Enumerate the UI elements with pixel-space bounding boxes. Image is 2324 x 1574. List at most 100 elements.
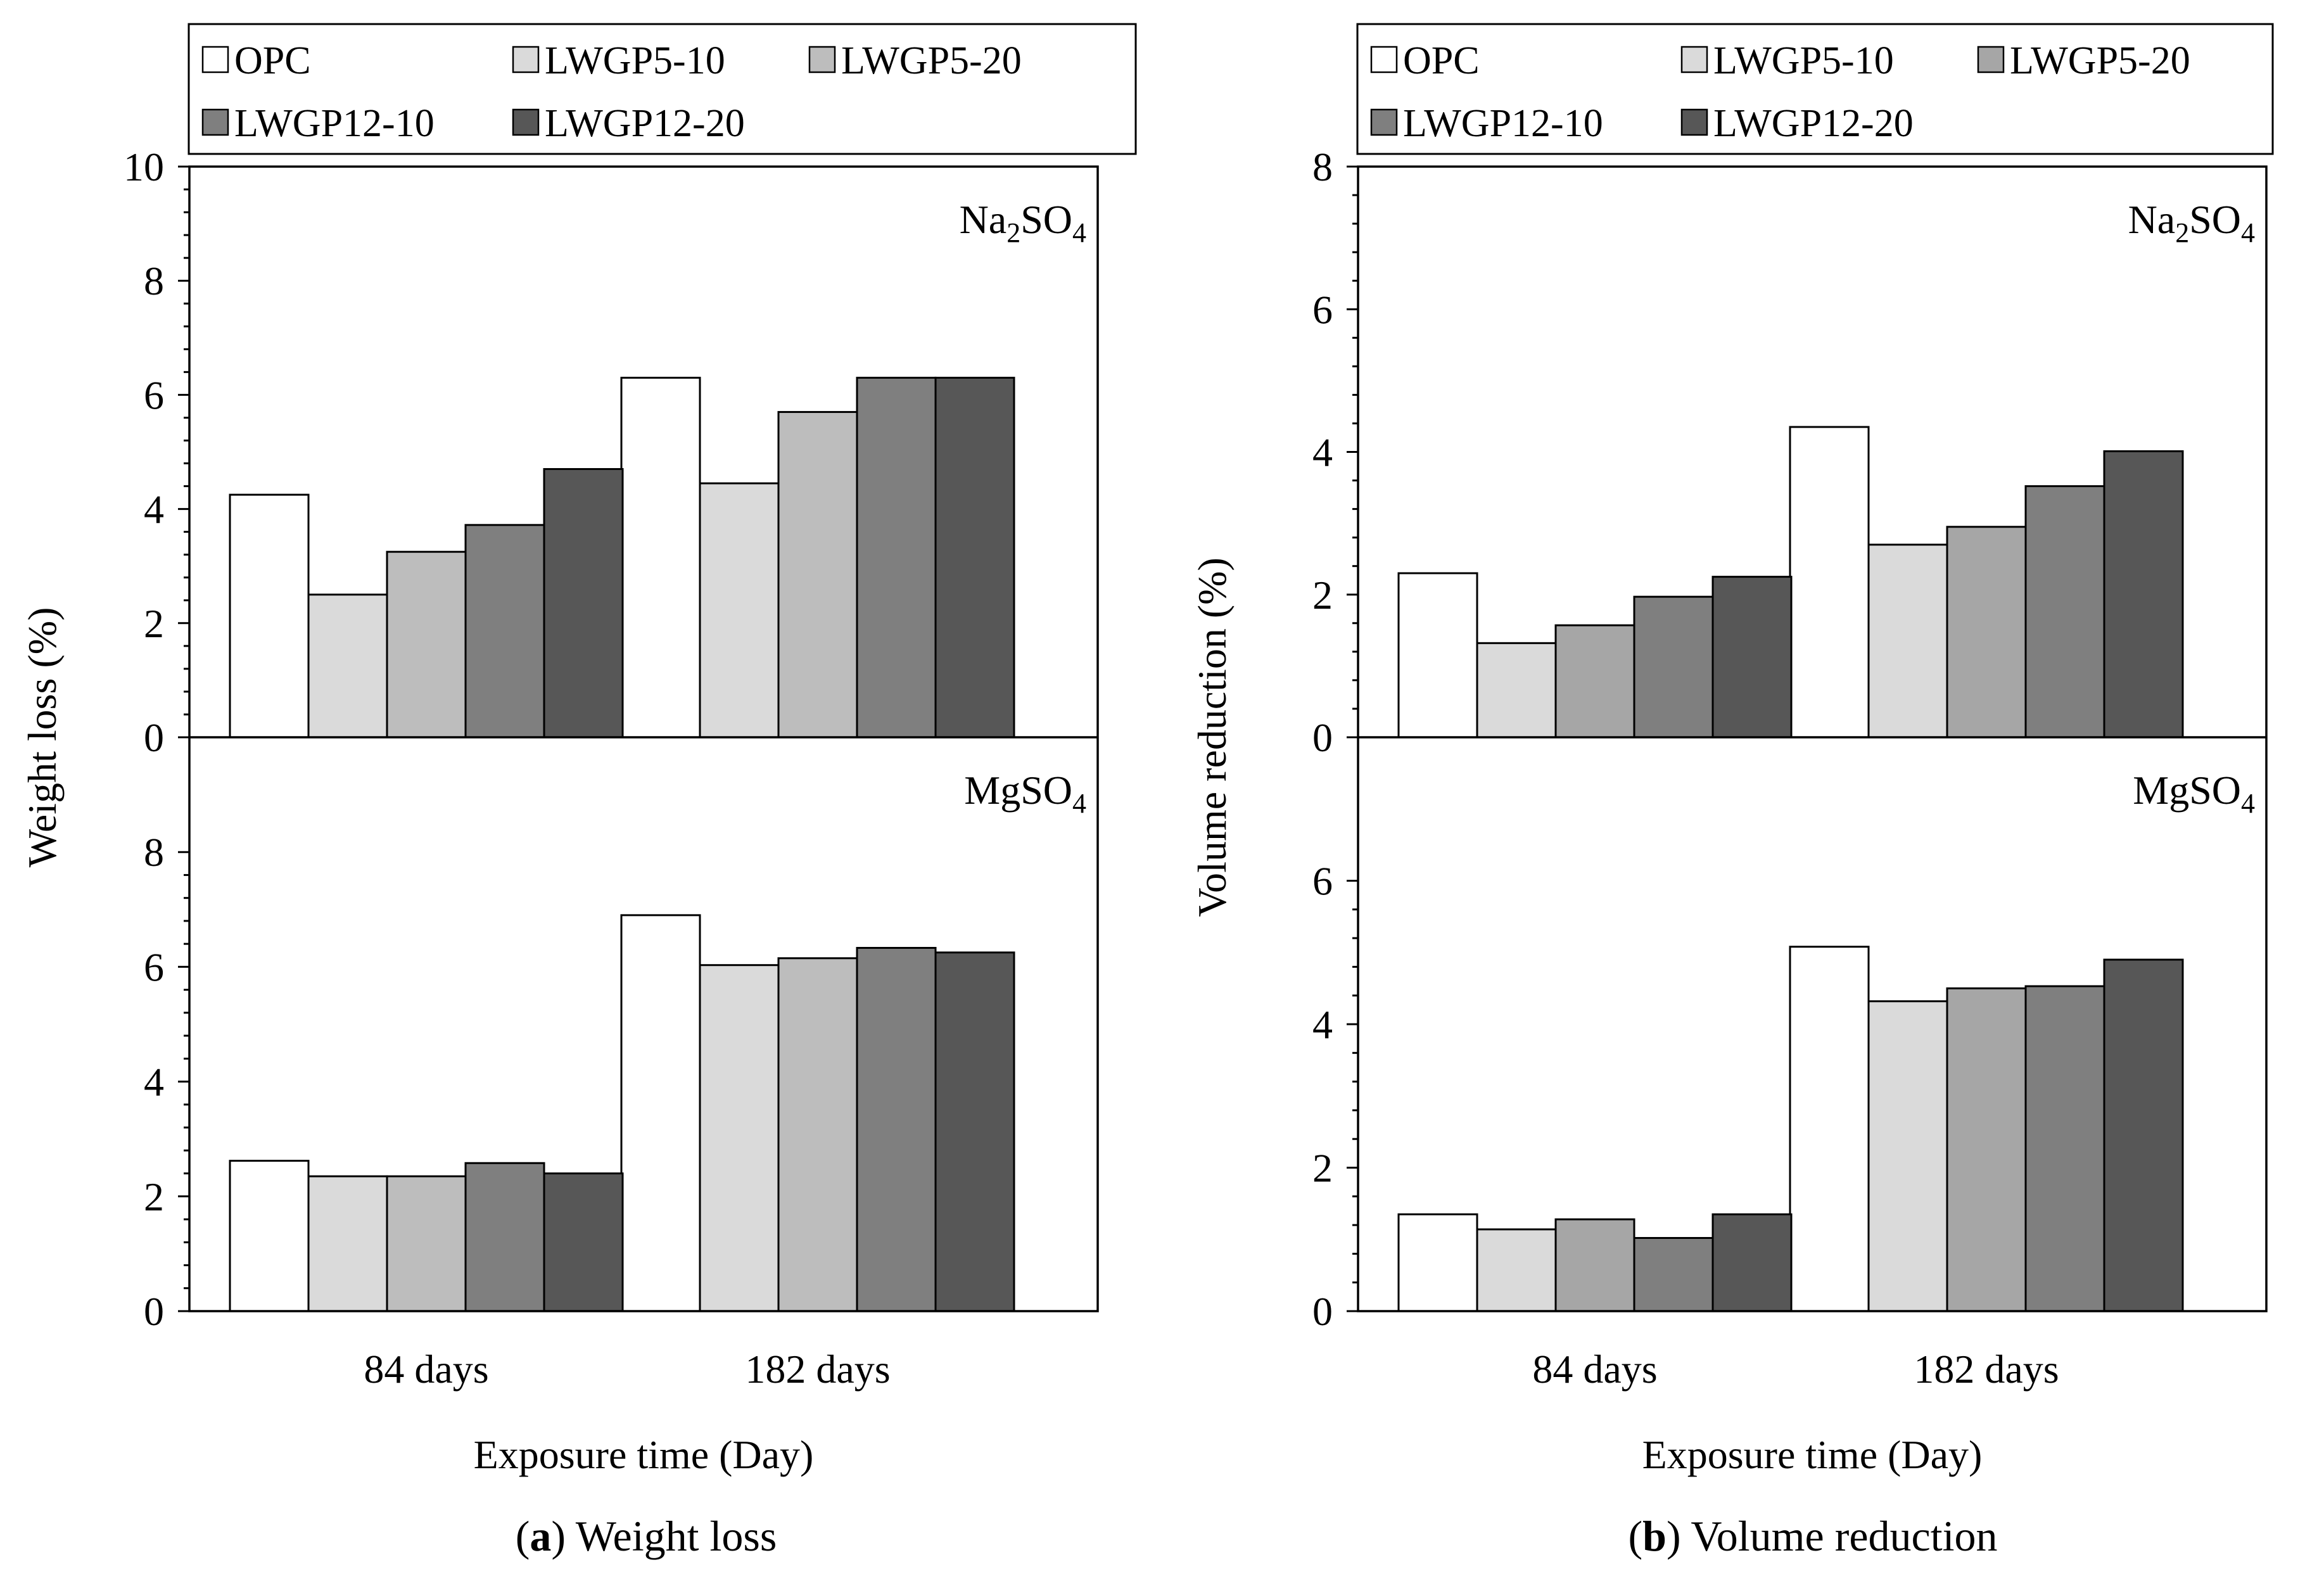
- legend-label: LWGP5-20: [841, 39, 1022, 82]
- panel-label-main: SO: [1020, 197, 1072, 242]
- bar: [934, 376, 1015, 739]
- legend-item: LWGP12-10: [201, 102, 435, 145]
- panel-label: MgSO4: [2133, 768, 2255, 819]
- y-tick-label: 0: [1312, 1289, 1333, 1334]
- bar: [1789, 426, 1870, 739]
- panel-label: MgSO4: [964, 768, 1086, 819]
- caption-text: ) Weight loss: [551, 1512, 777, 1560]
- bar: [1397, 1213, 1478, 1312]
- legend-swatch: [512, 108, 540, 136]
- legend-swatch: [808, 46, 836, 73]
- caption-letter: b: [1642, 1512, 1667, 1560]
- caption-text: ) Volume reduction: [1667, 1512, 1998, 1560]
- y-tick-label: 4: [144, 487, 164, 532]
- legend-item: OPC: [201, 39, 311, 82]
- bar: [856, 376, 937, 739]
- x-tick-label: 84 days: [364, 1347, 488, 1392]
- y-axis-ticks: [1347, 880, 1358, 1312]
- x-tick-label: 182 days: [1914, 1347, 2059, 1392]
- bar: [1554, 1218, 1635, 1312]
- bar: [856, 947, 937, 1312]
- bar: [307, 593, 388, 739]
- bars: [1397, 946, 2184, 1312]
- y-tick-label: 2: [1312, 573, 1333, 618]
- legend: OPC LWGP5-10 LWGP5-20 LWGP12-10 LWGP12-20: [187, 23, 1137, 155]
- legend-label: OPC: [234, 39, 311, 82]
- legend-swatch: [201, 46, 229, 73]
- bars: [229, 376, 1015, 739]
- bar: [464, 524, 545, 739]
- legend-label: LWGP12-20: [545, 102, 745, 145]
- y-tick-label: 4: [1312, 430, 1333, 475]
- y-tick-label: 2: [144, 1174, 164, 1219]
- bar: [620, 376, 701, 739]
- y-tick-label: 6: [1312, 287, 1333, 332]
- panel-label-subscript: 4: [1072, 217, 1086, 248]
- bar: [1946, 526, 2027, 739]
- panel-label-main: Na: [960, 197, 1007, 242]
- y-tick-label: 6: [1312, 859, 1333, 904]
- y-tick-label: 2: [1312, 1146, 1333, 1191]
- bar: [699, 964, 780, 1312]
- y-tick-label: 4: [144, 1060, 164, 1105]
- legend-label: LWGP5-10: [1713, 39, 1894, 82]
- legend-item: LWGP12-10: [1370, 102, 1603, 145]
- x-tick-label: 84 days: [1532, 1347, 1657, 1392]
- legend-frame: [187, 23, 1137, 155]
- panel-label-main: MgSO: [964, 768, 1072, 813]
- x-axis-title: Exposure time (Day): [474, 1432, 814, 1477]
- legend-label: LWGP12-20: [1713, 102, 1914, 145]
- y-tick-label: 0: [144, 1289, 164, 1334]
- caption-letter: a: [530, 1512, 551, 1560]
- bar: [1397, 572, 1478, 739]
- caption-open-paren: (: [516, 1512, 530, 1560]
- panel-label-subscript: 4: [2241, 217, 2255, 248]
- bar: [934, 951, 1015, 1312]
- x-axis-title: Exposure time (Day): [1642, 1432, 1983, 1477]
- y-tick-label: 10: [124, 144, 164, 189]
- legend-label: LWGP5-10: [545, 39, 725, 82]
- legend-swatch: [1370, 46, 1398, 73]
- bar: [1946, 987, 2027, 1312]
- legend: OPC LWGP5-10 LWGP5-20 LWGP12-10 LWGP12-20: [1356, 23, 2274, 155]
- bar: [1633, 1236, 1714, 1312]
- x-tick-label: 182 days: [745, 1347, 890, 1392]
- legend-label: LWGP12-10: [1403, 102, 1603, 145]
- y-tick-label: 6: [144, 372, 164, 417]
- y-axis-ticks: [178, 851, 189, 1312]
- plot-frame: [188, 165, 1099, 1312]
- legend-item: LWGP5-10: [512, 39, 725, 82]
- y-axis-title: Volume reduction (%): [1190, 557, 1235, 917]
- bar: [1476, 642, 1557, 739]
- panel-label-subscript: 2: [1006, 217, 1020, 248]
- bar: [307, 1175, 388, 1312]
- figure-caption: (b) Volume reduction: [1628, 1512, 1997, 1560]
- plot-frame: [1357, 165, 2268, 1312]
- figure-caption: (a) Weight loss: [516, 1512, 777, 1560]
- bar: [1711, 576, 1793, 739]
- bar: [543, 1172, 624, 1312]
- bar: [229, 1160, 310, 1312]
- bar: [543, 468, 624, 739]
- bar: [699, 482, 780, 739]
- bar: [2024, 985, 2105, 1312]
- bar: [386, 550, 467, 739]
- y-tick-label: 2: [144, 601, 164, 646]
- bar: [1633, 595, 1714, 739]
- legend-item: LWGP5-20: [808, 39, 1022, 82]
- legend-item: LWGP12-20: [512, 102, 745, 145]
- bar: [620, 914, 701, 1312]
- bar: [1554, 624, 1635, 739]
- legend-swatch: [512, 46, 540, 73]
- legend-swatch: [1370, 108, 1398, 136]
- panel-label-main: Na: [2128, 197, 2176, 242]
- y-tick-label: 8: [1312, 144, 1333, 189]
- legend-swatch: [1680, 108, 1708, 136]
- legend-swatch: [1977, 46, 2005, 73]
- bar: [777, 410, 858, 739]
- panel-label-subscript: 4: [1072, 788, 1086, 819]
- y-tick-label: 0: [1312, 715, 1333, 760]
